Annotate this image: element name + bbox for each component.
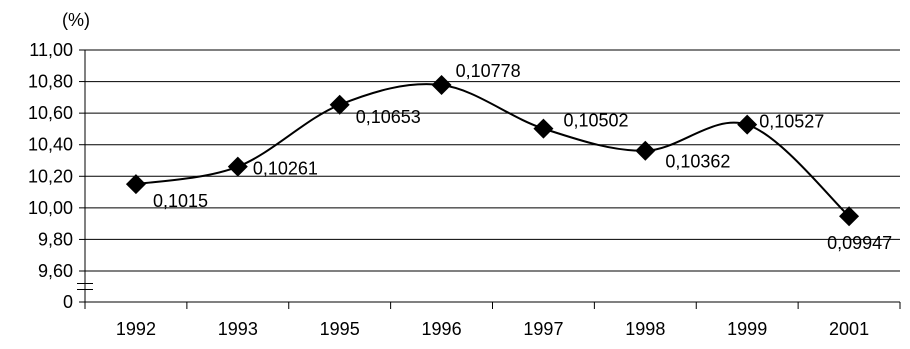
- y-tick-label: 10,00: [28, 198, 73, 218]
- y-tick-label: 10,60: [28, 103, 73, 123]
- data-label: 0,09947: [827, 233, 892, 253]
- data-label: 0,10527: [759, 112, 824, 132]
- data-label: 0,10653: [356, 107, 421, 127]
- y-tick-label: 11,00: [29, 40, 73, 60]
- gridlines: [85, 49, 900, 272]
- x-tick-label: 1992: [116, 319, 156, 339]
- y-axis-unit-label: (%): [62, 10, 90, 30]
- x-tick-label: 2001: [829, 319, 869, 339]
- x-tick-label: 1993: [218, 319, 258, 339]
- data-label: 0,10502: [563, 111, 628, 131]
- data-point-marker: [125, 174, 146, 195]
- x-tick-label: 1997: [523, 319, 563, 339]
- data-markers: [125, 75, 860, 227]
- x-tick-labels: 1992 1993 1995 1996 1997 1998 1999 2001: [116, 319, 869, 339]
- data-labels: 0,1015 0,10261 0,10653 0,10778 0,10502 0,1036…: [153, 61, 892, 253]
- x-tick-label: 1996: [422, 319, 462, 339]
- y-tick-label: 9,60: [38, 261, 73, 281]
- x-tick-label: 1995: [320, 319, 360, 339]
- data-label: 0,1015: [153, 191, 208, 211]
- data-point-marker: [635, 140, 656, 161]
- data-point-marker: [227, 156, 248, 177]
- y-tick-label: 0: [63, 292, 73, 312]
- y-tick-label: 10,20: [28, 166, 73, 186]
- data-point-marker: [329, 94, 350, 115]
- y-tick-label: 10,40: [28, 135, 73, 155]
- data-label: 0,10261: [253, 159, 318, 179]
- data-label: 0,10778: [456, 61, 521, 81]
- x-tick-label: 1999: [727, 319, 767, 339]
- data-label: 0,10362: [665, 152, 730, 172]
- data-point-marker: [737, 114, 758, 135]
- y-tick-label: 10,80: [28, 72, 73, 92]
- y-tick-label: 9,80: [38, 229, 73, 249]
- x-tick-label: 1998: [625, 319, 665, 339]
- data-point-marker: [431, 75, 452, 96]
- data-point-marker: [839, 206, 860, 227]
- series-line: [135, 83, 850, 217]
- y-tick-labels: 11,00 10,80 10,60 10,40 10,20 10,00 9,80 9,60 0: [28, 40, 73, 312]
- data-point-marker: [533, 118, 554, 139]
- axes: [77, 49, 901, 309]
